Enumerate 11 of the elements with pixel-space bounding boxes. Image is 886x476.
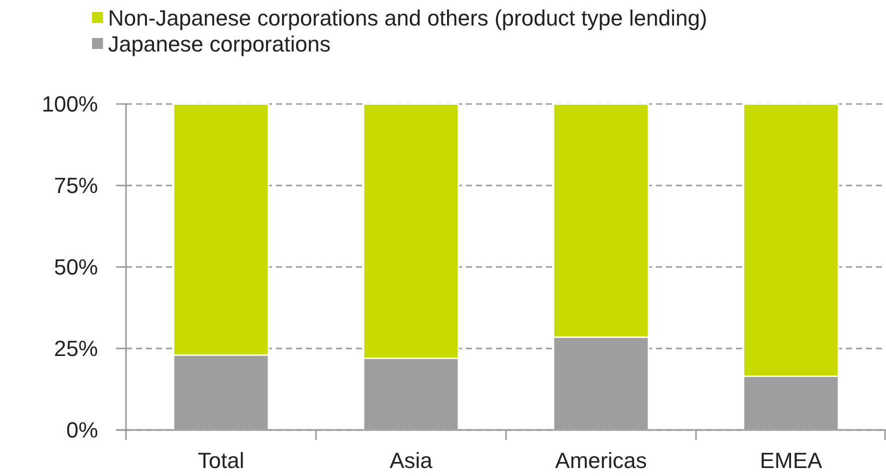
legend-label: Non-Japanese corporations and others (product type lending) [108, 6, 708, 31]
x-tick-label: Asia [390, 448, 434, 473]
x-tick-label: Total [198, 448, 244, 473]
y-tick-label: 75% [54, 173, 98, 198]
x-tick-label: EMEA [760, 448, 822, 473]
x-tick-label: Americas [555, 448, 647, 473]
y-tick-label: 100% [42, 92, 98, 117]
legend-label: Japanese corporations [108, 32, 331, 57]
y-tick-label: 50% [54, 254, 98, 280]
y-tick-label: 0% [66, 418, 98, 443]
y-tick-label: 25% [54, 336, 98, 362]
